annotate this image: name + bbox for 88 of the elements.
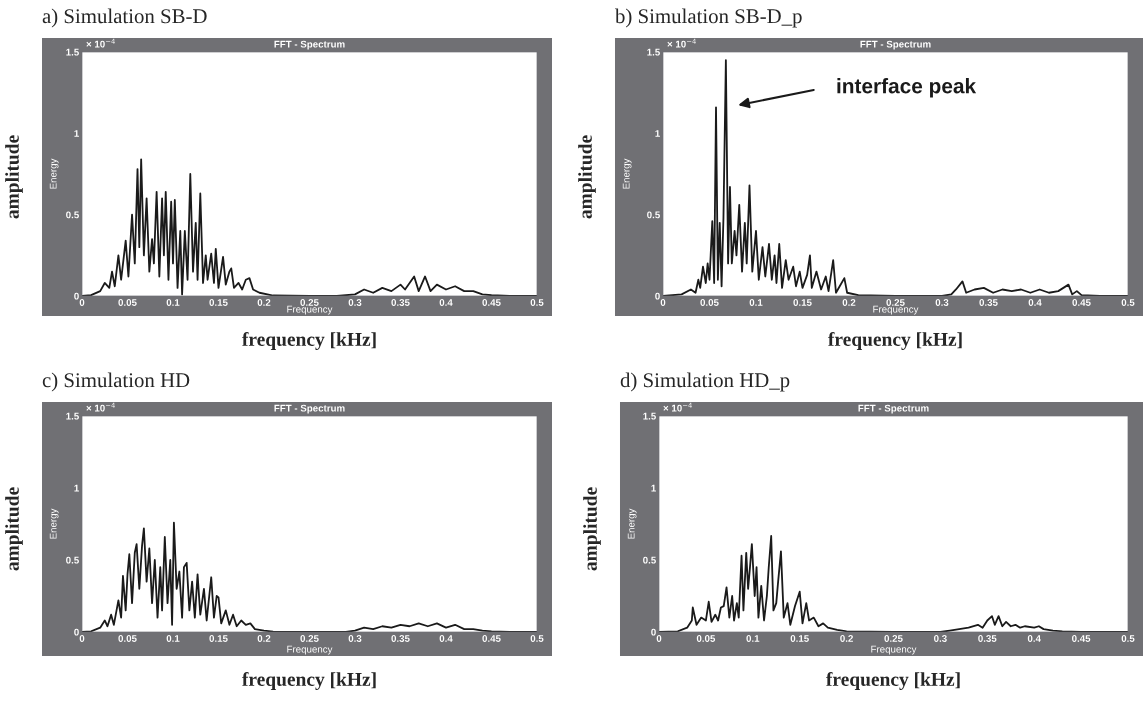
y-tick-label: 1.5	[66, 412, 79, 420]
x-tick-label: 0.35	[391, 299, 410, 306]
y-tick-label: 0	[655, 292, 660, 300]
text: × 10$^{−4}$	[667, 38, 696, 48]
x-tick-label: 0.2	[257, 299, 271, 306]
x-tick-label: 0.05	[700, 299, 719, 306]
x-tick-label: 0.05	[118, 299, 137, 306]
x-tick-label: 0	[79, 635, 85, 642]
x-tick-label: 0.5	[1121, 299, 1135, 306]
x-tick-label: 0.15	[790, 635, 809, 642]
text: Energy	[627, 508, 637, 539]
x-axis-title: frequency [kHz]	[242, 672, 376, 690]
x-tick-label: 0	[660, 299, 666, 306]
y-tick-label: 0.5	[647, 211, 660, 219]
text: Frequency	[287, 305, 333, 315]
y-axis-title: amplitude	[578, 135, 596, 219]
y-tick-label: 0	[74, 628, 79, 636]
text: Frequency	[873, 305, 919, 315]
chart-subtitle: FFT - Spectrum	[274, 404, 345, 414]
y-tick-label: 0	[651, 628, 656, 636]
y-tick-label: 1	[655, 130, 660, 137]
x-tick-label: 0.4	[1027, 635, 1041, 642]
x-tick-label: 0.25	[884, 635, 903, 642]
x-tick-label: 0.25	[300, 635, 319, 642]
x-tick-label: 0.3	[934, 635, 947, 642]
x-tick-label: 0.1	[166, 635, 180, 642]
y-tick-label: 1	[74, 484, 79, 492]
x-tick-label: 0.35	[978, 635, 997, 642]
x-tick-label: 0.2	[257, 635, 271, 642]
y-axis-title: amplitude	[583, 487, 601, 571]
x-tick-label: 0.35	[979, 299, 998, 306]
x-tick-label: 0.2	[842, 299, 856, 306]
text: × 10$^{−4}$	[663, 402, 692, 412]
x-axis-title: frequency [kHz]	[826, 672, 960, 690]
y-tick-label: 1.5	[66, 48, 79, 56]
x-tick-label: 0.15	[209, 635, 228, 642]
x-tick-label: 0.5	[530, 299, 544, 306]
x-tick-label: 0.4	[1028, 299, 1042, 306]
x-tick-label: 0.45	[482, 299, 501, 306]
text: Energy	[49, 158, 59, 189]
x-tick-label: 0.5	[530, 635, 544, 642]
y-tick-label: 0.5	[66, 211, 79, 219]
x-tick-label: 0.45	[1072, 635, 1091, 642]
x-tick-label: 0.3	[935, 299, 949, 306]
x-tick-label: 0.25	[300, 299, 319, 306]
y-axis-title: amplitude	[5, 135, 23, 219]
chart-title: c) Simulation HD	[42, 372, 190, 392]
y-axis-title: amplitude	[5, 487, 23, 571]
x-tick-label: 0.1	[749, 299, 763, 306]
text: Energy	[622, 158, 632, 189]
chart-subtitle: FFT - Spectrum	[860, 40, 931, 50]
x-tick-label: 0.1	[746, 635, 760, 642]
y-tick-label: 0.5	[643, 556, 656, 564]
chart-subtitle: FFT - Spectrum	[274, 40, 345, 50]
text: Energy	[49, 508, 59, 539]
annotation: interface peak	[837, 78, 977, 98]
text: Frequency	[871, 645, 917, 655]
x-tick-label: 0.3	[348, 299, 362, 306]
x-tick-label: 0.35	[391, 635, 410, 642]
x-tick-label: 0	[79, 299, 85, 306]
chart-subtitle: FFT - Spectrum	[858, 404, 929, 414]
x-tick-label: 0.25	[886, 299, 905, 306]
y-tick-label: 0	[74, 292, 79, 300]
x-tick-label: 0.4	[439, 635, 453, 642]
x-tick-label: 0.45	[1072, 299, 1091, 306]
x-tick-label: 0.45	[482, 635, 501, 642]
x-tick-label: 0.15	[209, 299, 228, 306]
chart-title: b) Simulation SB-D_p	[615, 8, 802, 28]
y-tick-label: 1.5	[647, 48, 660, 56]
x-tick-label: 0.5	[1121, 635, 1135, 642]
x-tick-label: 0.3	[348, 635, 362, 642]
chart-title: d) Simulation HD_p	[620, 372, 790, 392]
x-tick-label: 0.4	[439, 299, 453, 306]
text: × 10$^{−4}$	[86, 38, 115, 48]
y-tick-label: 1	[651, 484, 656, 492]
x-tick-label: 0.05	[696, 635, 716, 642]
text: Frequency	[287, 645, 333, 655]
x-axis-title: frequency [kHz]	[242, 332, 376, 350]
chart-title: a) Simulation SB-D	[42, 8, 207, 28]
y-tick-label: 1.5	[643, 412, 656, 420]
x-tick-label: 0.1	[166, 299, 180, 306]
x-tick-label: 0.15	[793, 299, 812, 306]
x-axis-title: frequency [kHz]	[828, 332, 962, 350]
y-tick-label: 1	[74, 130, 79, 137]
x-tick-label: 0.2	[840, 635, 853, 642]
text: × 10$^{−4}$	[86, 402, 115, 412]
y-tick-label: 0.5	[66, 556, 79, 564]
x-tick-label: 0.05	[118, 635, 137, 642]
